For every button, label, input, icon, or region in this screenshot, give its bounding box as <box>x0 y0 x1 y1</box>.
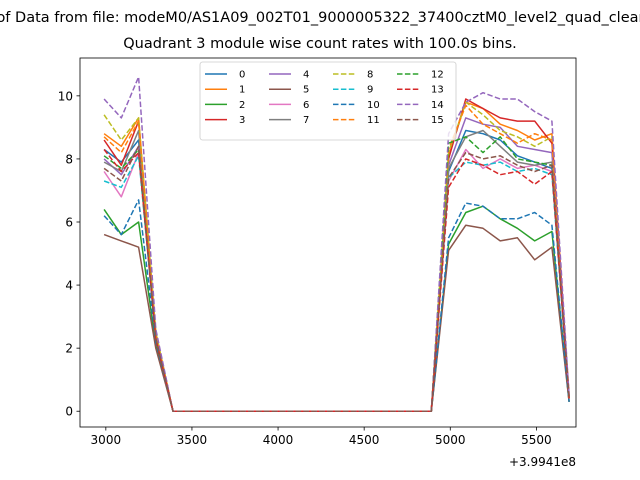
legend-label-14: 14 <box>431 100 444 111</box>
x-tick-label: 3000 <box>91 433 122 447</box>
legend-label-9: 9 <box>367 85 373 96</box>
series-line-8 <box>103 101 570 412</box>
legend-label-4: 4 <box>303 70 309 81</box>
y-tick-label: 10 <box>58 89 73 103</box>
legend-label-12: 12 <box>431 70 444 81</box>
x-tick-label: 4500 <box>349 433 380 447</box>
series-line-2 <box>103 205 570 412</box>
series-line-10 <box>103 199 570 412</box>
legend-label-15: 15 <box>431 115 444 126</box>
series-line-0 <box>103 129 570 412</box>
y-tick-label: 6 <box>65 216 73 230</box>
y-tick-label: 4 <box>65 279 73 293</box>
plot-frame <box>79 57 577 428</box>
series-line-5 <box>103 224 570 412</box>
legend-box <box>199 61 457 141</box>
legend-label-1: 1 <box>239 85 245 96</box>
figure-suptitle: Plot of Data from file: modeM0/AS1A09_00… <box>0 10 640 26</box>
legend-label-13: 13 <box>431 85 444 96</box>
legend-label-11: 11 <box>367 115 380 126</box>
legend-label-3: 3 <box>239 115 245 126</box>
x-offset-label: +3.9941e8 <box>509 455 576 469</box>
x-tick-label: 5000 <box>435 433 466 447</box>
legend-label-7: 7 <box>303 115 309 126</box>
series-line-11 <box>103 104 570 412</box>
series-line-15 <box>103 145 570 412</box>
y-tick-label: 0 <box>65 405 73 419</box>
x-tick-label: 4000 <box>263 433 294 447</box>
series-line-7 <box>103 129 570 412</box>
legend-label-10: 10 <box>367 100 380 111</box>
legend-label-0: 0 <box>239 70 245 81</box>
y-tick-label: 8 <box>65 152 73 166</box>
x-tick-label: 3500 <box>177 433 208 447</box>
x-tick-label: 5500 <box>521 433 552 447</box>
series-line-13 <box>103 149 570 412</box>
series-line-12 <box>103 136 570 412</box>
y-tick-label: 2 <box>65 342 73 356</box>
legend-label-6: 6 <box>303 100 309 111</box>
legend-label-8: 8 <box>367 70 373 81</box>
legend-label-5: 5 <box>303 85 309 96</box>
series-line-9 <box>103 155 570 412</box>
series-line-1 <box>103 101 570 412</box>
chart-title: Quadrant 3 module wise count rates with … <box>123 36 517 52</box>
series-line-6 <box>103 148 570 412</box>
legend-label-2: 2 <box>239 100 245 111</box>
